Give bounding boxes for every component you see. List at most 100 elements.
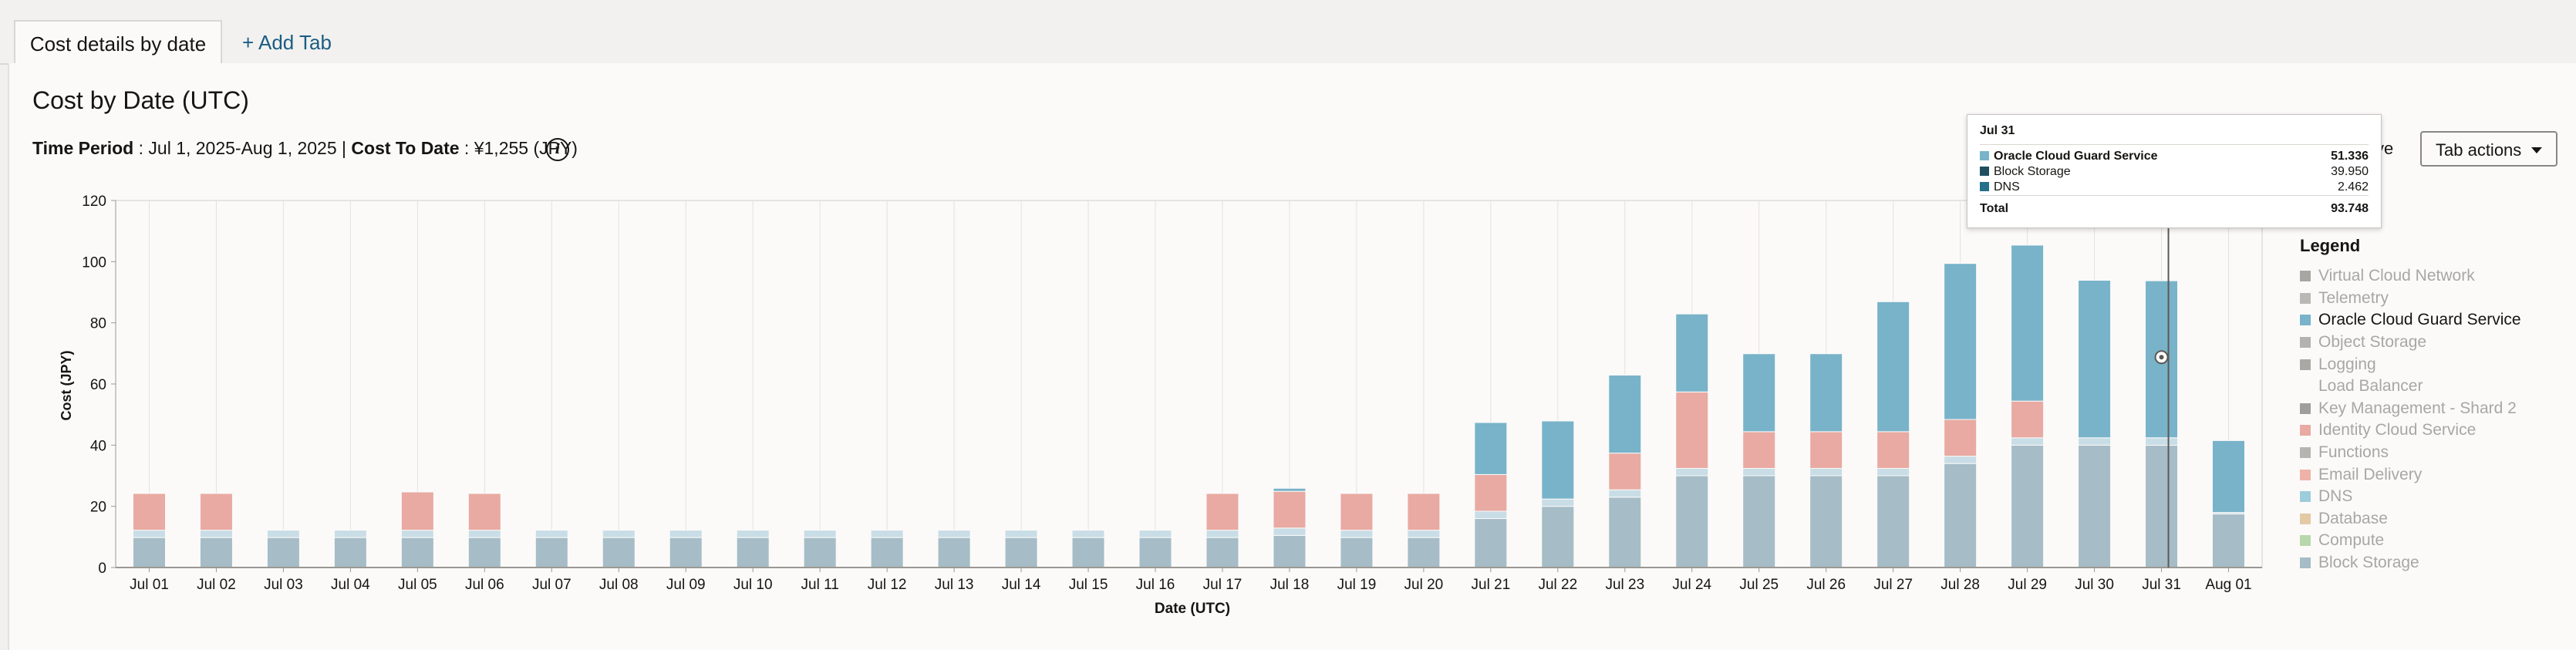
bar-segment	[2078, 437, 2112, 446]
x-tick-label: Jul 31	[2142, 577, 2181, 593]
legend: Legend Virtual Cloud Network Telemetry Ora…	[2300, 236, 2521, 574]
bar-segment	[1205, 493, 1239, 531]
legend-swatch	[2300, 315, 2311, 326]
bar-segment	[870, 537, 904, 568]
legend-item[interactable]: DNS	[2300, 486, 2521, 508]
tab-cost-details-by-date[interactable]: Cost details by date	[14, 20, 222, 66]
bar-segment	[400, 537, 434, 568]
legend-label: Key Management - Shard 2	[2318, 399, 2517, 417]
x-tick-label: Jul 12	[868, 577, 907, 593]
legend-item[interactable]: Load Balancer	[2300, 376, 2521, 398]
bar-segment	[803, 537, 837, 568]
legend-swatch	[2300, 491, 2311, 503]
x-tick-label: Jul 11	[801, 577, 839, 593]
bar-segment	[2212, 440, 2246, 514]
legend-item[interactable]: Functions	[2300, 442, 2521, 464]
tooltip-divider	[1980, 144, 2369, 145]
x-axis-label: Date (UTC)	[1155, 601, 1230, 617]
chart-tooltip: Jul 31 Oracle Cloud Guard Service 51.336 B…	[1967, 114, 2382, 228]
legend-item[interactable]: Telemetry	[2300, 288, 2521, 310]
x-tick-label: Jul 20	[1404, 577, 1444, 593]
x-tick-label: Jul 06	[465, 577, 504, 593]
bar-segment	[1742, 353, 1776, 433]
bar-segment	[467, 493, 501, 531]
bar-segment	[1138, 530, 1172, 538]
legend-item[interactable]: Compute	[2300, 530, 2521, 552]
x-tick-label: Jul 09	[666, 577, 706, 593]
bar-segment	[1675, 475, 1709, 568]
legend-item[interactable]: Key Management - Shard 2	[2300, 398, 2521, 420]
bar-segment	[1340, 530, 1374, 538]
tooltip-row-label: DNS	[1994, 180, 2020, 194]
legend-label: Telemetry	[2318, 288, 2389, 307]
bar-segment	[1608, 374, 1642, 454]
bar-segment	[534, 537, 568, 568]
tooltip-swatch	[1980, 167, 1989, 176]
y-tick-label: 60	[90, 377, 106, 393]
bar-segment	[1474, 510, 1508, 520]
bar-segment	[1944, 263, 1978, 420]
legend-item[interactable]: Database	[2300, 508, 2521, 530]
tab-actions-button[interactable]: Tab actions	[2420, 131, 2557, 167]
chevron-down-icon	[2531, 147, 2542, 153]
bar-segment	[1675, 313, 1709, 392]
info-icon[interactable]: i	[546, 138, 569, 161]
bar-segment	[1273, 527, 1307, 536]
legend-label: Oracle Cloud Guard Service	[2318, 311, 2521, 329]
bar-segment	[1809, 353, 1843, 433]
tooltip-row-value: 2.462	[2337, 180, 2369, 194]
x-tick-label: Jul 23	[1605, 577, 1644, 593]
bar-segment	[1273, 534, 1307, 568]
add-tab-button[interactable]: + Add Tab	[242, 31, 332, 54]
y-tick-label: 20	[90, 500, 106, 516]
legend-swatch	[2300, 425, 2311, 436]
legend-item[interactable]: Object Storage	[2300, 332, 2521, 354]
bar-segment	[1340, 493, 1374, 531]
bar-segment	[1944, 419, 1978, 457]
bar-segment	[1205, 530, 1239, 538]
bar-segment	[1138, 537, 1172, 568]
bar-segment	[1071, 537, 1105, 568]
bar-segment	[2078, 444, 2112, 568]
legend-label: Identity Cloud Service	[2318, 421, 2477, 440]
bar-segment	[1407, 537, 1441, 568]
legend-item[interactable]: Block Storage	[2300, 552, 2521, 574]
legend-swatch	[2300, 557, 2311, 569]
x-tick-label: Jul 03	[264, 577, 303, 593]
x-tick-label: Jul 04	[331, 577, 370, 593]
tooltip-row-label: Oracle Cloud Guard Service	[1994, 150, 2158, 163]
bar-segment	[1407, 530, 1441, 538]
bar-segment	[132, 530, 166, 538]
bar-segment	[1407, 493, 1441, 531]
bar-segment	[400, 530, 434, 538]
legend-item[interactable]: Virtual Cloud Network	[2300, 265, 2521, 288]
y-tick-label: 40	[90, 438, 106, 454]
tooltip-total-row: Total 93.748	[1980, 201, 2369, 217]
legend-item[interactable]: Oracle Cloud Guard Service	[2300, 309, 2521, 332]
bar-segment	[602, 537, 636, 568]
time-period-label: Time Period	[32, 138, 134, 158]
tooltip-total-value: 93.748	[2331, 202, 2369, 215]
legend-item[interactable]: Email Delivery	[2300, 463, 2521, 486]
bar-segment	[266, 530, 300, 538]
x-tick-label: Jul 19	[1337, 577, 1377, 593]
legend-item[interactable]: Identity Cloud Service	[2300, 419, 2521, 442]
tooltip-row-value: 51.336	[2331, 150, 2369, 163]
x-tick-label: Jul 26	[1806, 577, 1846, 593]
legend-label: Database	[2318, 509, 2388, 527]
legend-label: DNS	[2318, 487, 2353, 506]
x-tick-label: Jul 17	[1203, 577, 1242, 593]
legend-item[interactable]: Logging	[2300, 353, 2521, 376]
cost-to-date-label: Cost To Date	[351, 138, 460, 158]
bar-segment	[602, 530, 636, 538]
time-period-line: Time Period : Jul 1, 2025-Aug 1, 2025 | …	[32, 138, 578, 159]
tooltip-swatch	[1980, 151, 1989, 160]
x-tick-label: Jul 13	[935, 577, 974, 593]
chart-bars	[132, 244, 2246, 568]
legend-label: Virtual Cloud Network	[2318, 267, 2475, 285]
bar-segment	[1742, 431, 1776, 469]
bar-segment	[534, 530, 568, 538]
bar-segment	[1742, 475, 1776, 568]
legend-label: Load Balancer	[2318, 377, 2423, 396]
x-tick-label: Jul 10	[733, 577, 773, 593]
